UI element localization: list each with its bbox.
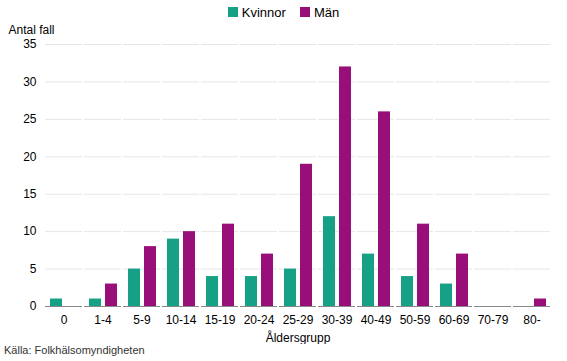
svg-text:5: 5 <box>30 262 37 276</box>
svg-text:25: 25 <box>23 112 37 126</box>
svg-text:10-14: 10-14 <box>166 313 197 327</box>
svg-text:5-9: 5-9 <box>133 313 151 327</box>
svg-text:35: 35 <box>23 37 37 51</box>
svg-text:1-4: 1-4 <box>94 313 112 327</box>
svg-text:15: 15 <box>23 187 37 201</box>
svg-text:30: 30 <box>23 75 37 89</box>
html-text:Kvinnor: Kvinnor <box>241 4 286 20</box>
svg-text:20-24: 20-24 <box>244 313 275 327</box>
html-text:Män: Män <box>313 4 340 20</box>
svg-text:Antal fall: Antal fall <box>9 23 55 37</box>
svg-text:10: 10 <box>23 224 37 238</box>
svg-text:50-59: 50-59 <box>400 313 431 327</box>
svg-text:20: 20 <box>23 150 37 164</box>
svg-text:0: 0 <box>30 299 37 313</box>
svg-text:15-19: 15-19 <box>205 313 236 327</box>
html-text:Källa: Folkhälsomyndigheten: Källa: Folkhälsomyndigheten <box>4 344 145 356</box>
svg-text:0: 0 <box>61 313 68 327</box>
svg-text:70-79: 70-79 <box>478 313 509 327</box>
svg-text:30-39: 30-39 <box>322 313 353 327</box>
svg-text:25-29: 25-29 <box>283 313 314 327</box>
svg-text:40-49: 40-49 <box>361 313 392 327</box>
svg-text:Åldersgrupp: Åldersgrupp <box>266 330 331 345</box>
svg-text:60-69: 60-69 <box>439 313 470 327</box>
svg-text:80-: 80- <box>523 313 540 327</box>
